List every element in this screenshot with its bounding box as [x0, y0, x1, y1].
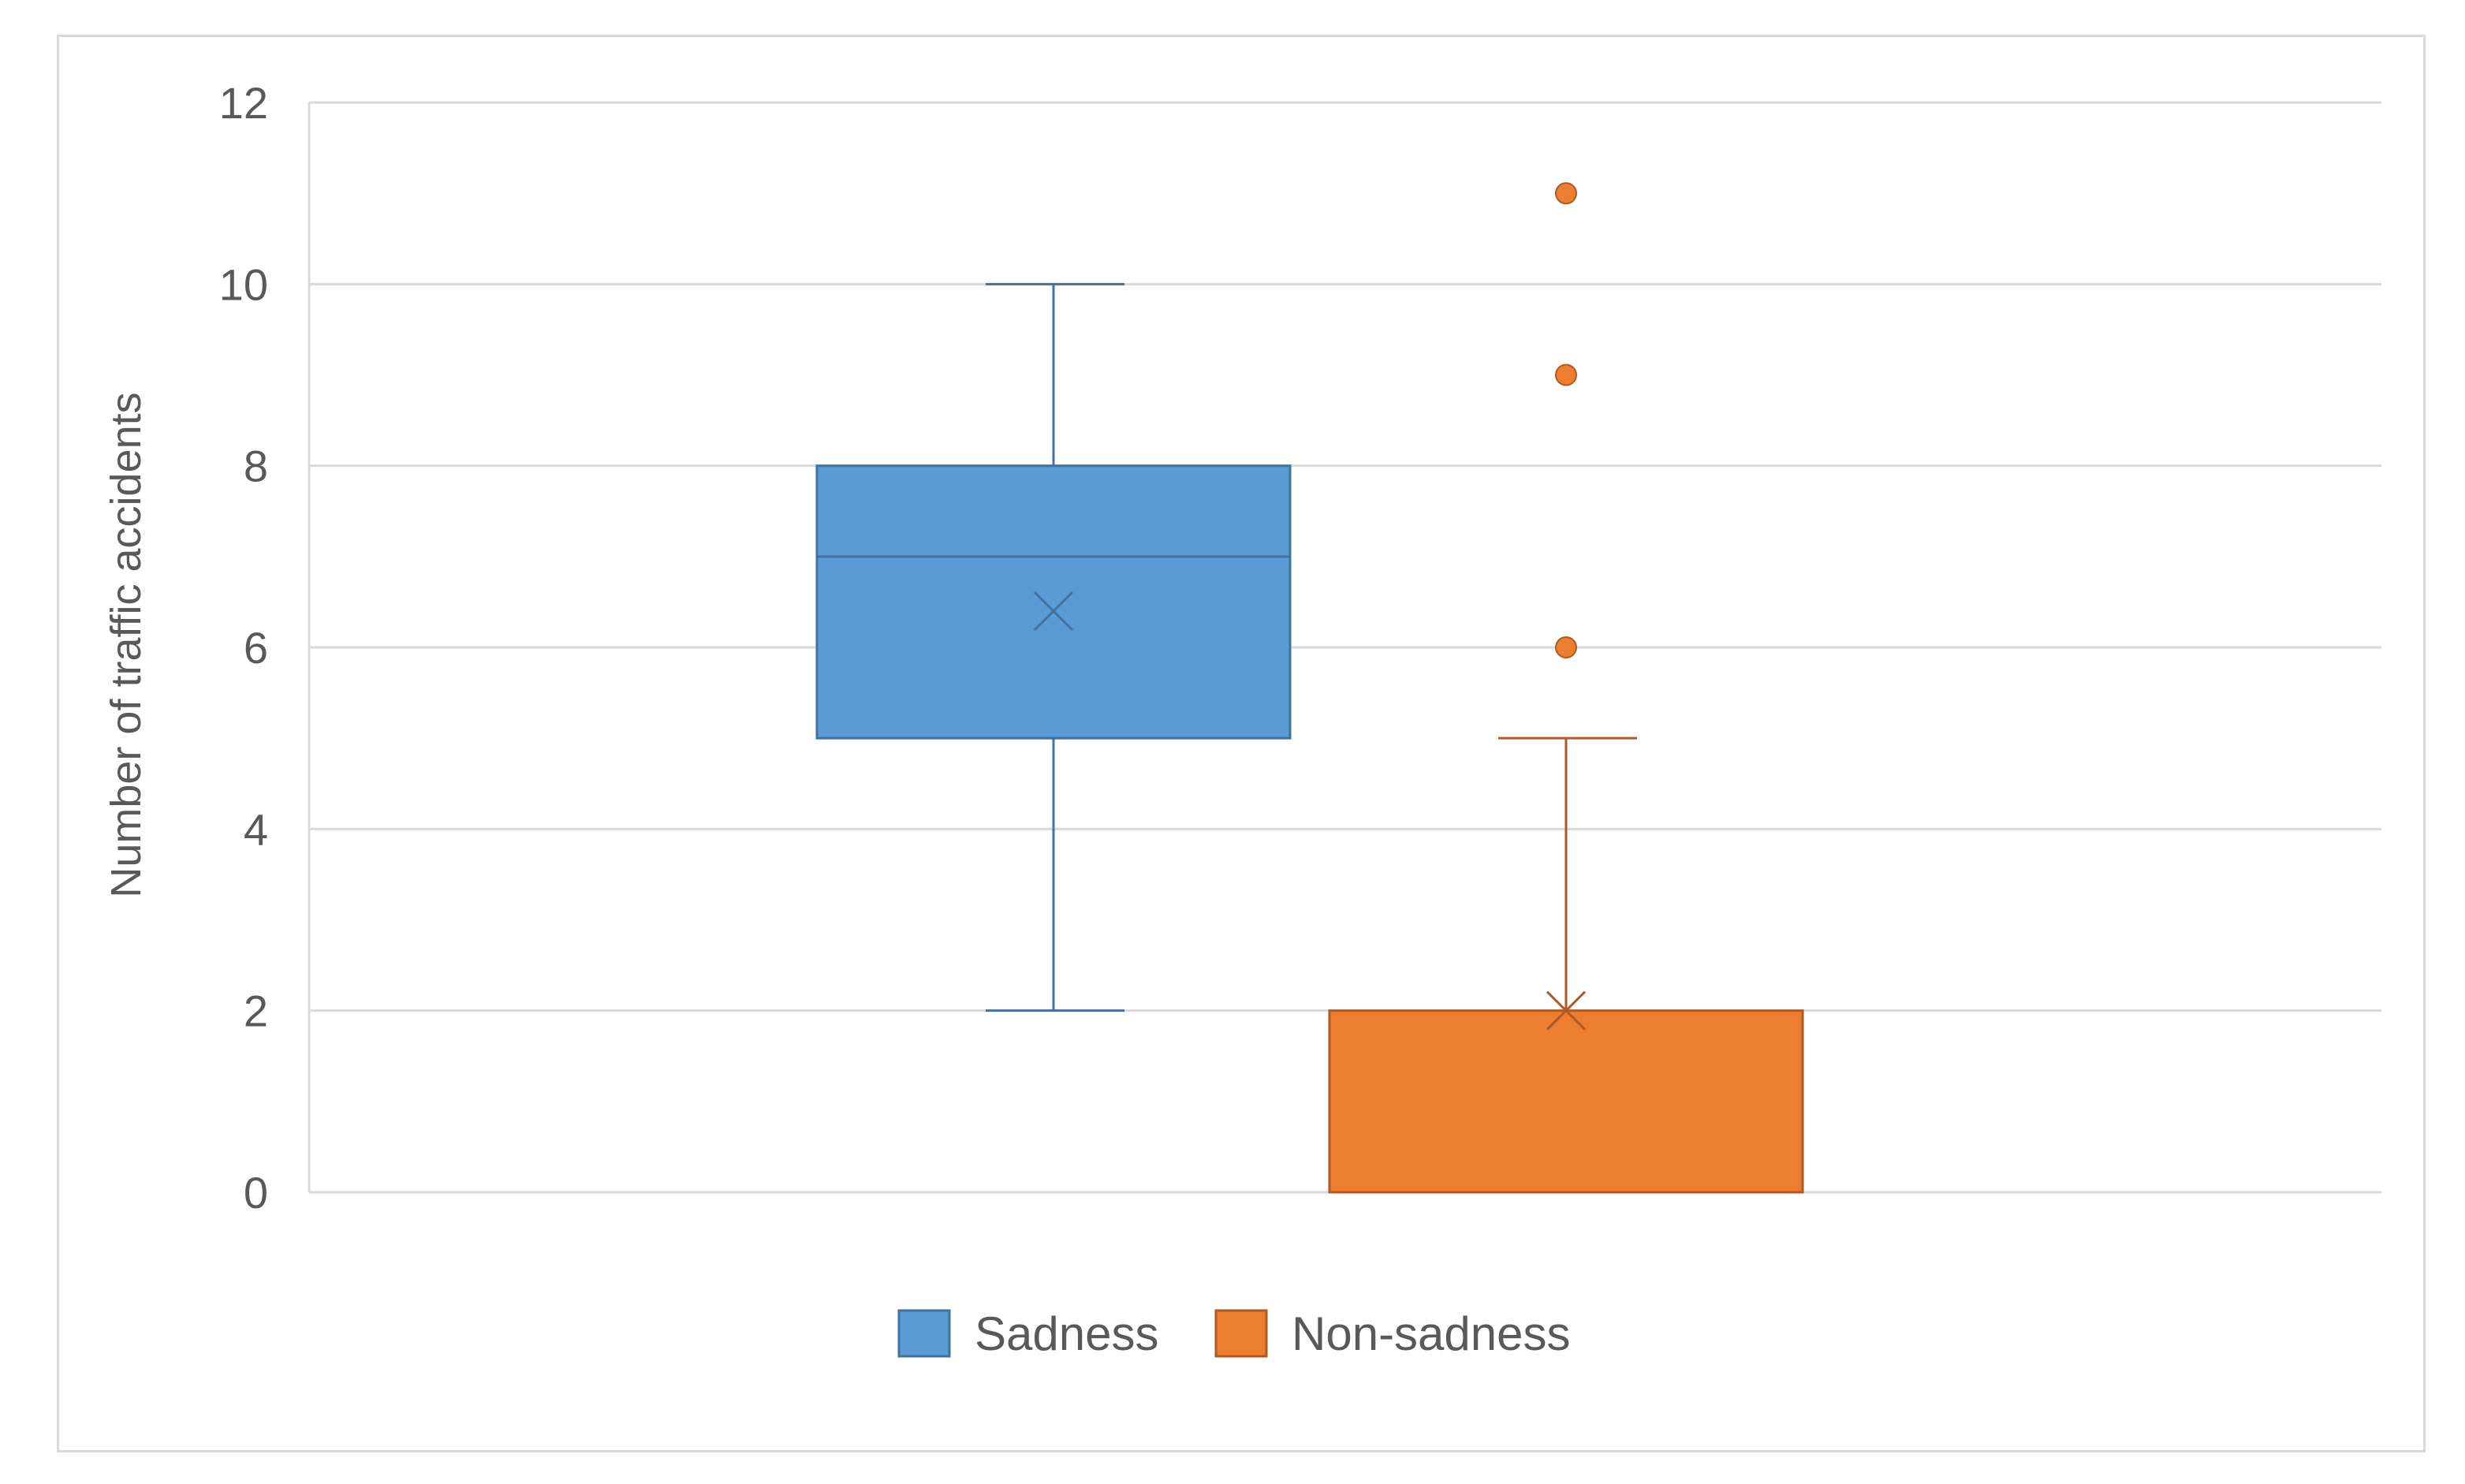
y-tick-label-10: 10 [219, 259, 268, 309]
box-sadness [815, 282, 1292, 1012]
legend: Sadness Non-sadness [897, 1307, 1571, 1360]
legend-item-non-sadness: Non-sadness [1214, 1307, 1571, 1360]
legend-swatch [897, 1309, 951, 1358]
y-axis-title: Number of traffic accidents [103, 392, 150, 897]
y-tick-label-12: 12 [219, 78, 268, 128]
iqr-box [815, 464, 1292, 740]
iqr-box [1328, 1009, 1804, 1194]
legend-label: Sadness [975, 1307, 1159, 1360]
y-tick-label-6: 6 [244, 623, 268, 673]
legend-swatch [1214, 1309, 1268, 1358]
y-tick-labels: 0 2 4 6 8 10 12 [219, 78, 268, 1217]
y-tick-label-8: 8 [244, 442, 268, 491]
box-series [815, 182, 1804, 1194]
mean-marker [1546, 990, 1587, 1031]
y-tick-label-2: 2 [244, 986, 268, 1036]
y-tick-label-4: 4 [244, 804, 268, 854]
chart-frame [57, 35, 2426, 1452]
gridlines [308, 101, 2381, 1194]
outlier-point-6 [1555, 636, 1577, 658]
legend-item-sadness: Sadness [897, 1307, 1159, 1360]
outlier-point-9 [1555, 364, 1577, 386]
legend-label: Non-sadness [1292, 1307, 1571, 1360]
box-non-sadness [1328, 182, 1804, 1194]
outlier-point-11 [1555, 182, 1577, 205]
mean-marker [1033, 591, 1074, 631]
y-tick-label-0: 0 [244, 1168, 268, 1217]
